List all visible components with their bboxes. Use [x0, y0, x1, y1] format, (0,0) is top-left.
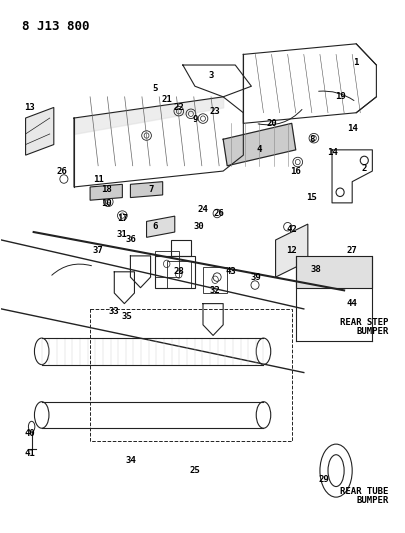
Text: 10: 10	[100, 199, 111, 208]
Text: 12: 12	[286, 246, 296, 255]
Bar	[171, 240, 190, 256]
Text: 14: 14	[326, 148, 337, 157]
Text: 7: 7	[147, 185, 153, 194]
Text: 27: 27	[346, 246, 357, 255]
Text: 16: 16	[290, 166, 301, 175]
Polygon shape	[275, 224, 307, 277]
Text: 21: 21	[161, 95, 172, 104]
Text: 6: 6	[151, 222, 157, 231]
Polygon shape	[146, 216, 174, 237]
Text: 30: 30	[193, 222, 204, 231]
Text: 28: 28	[173, 268, 184, 276]
Text: 18: 18	[100, 185, 111, 194]
Text: 39: 39	[249, 272, 260, 281]
Text: REAR STEP: REAR STEP	[339, 318, 388, 327]
Bar	[154, 251, 178, 277]
Polygon shape	[295, 256, 371, 288]
Text: 22: 22	[173, 103, 184, 112]
Bar	[166, 261, 190, 288]
Text: 19: 19	[334, 92, 345, 101]
Text: 23: 23	[209, 107, 220, 116]
Polygon shape	[223, 123, 295, 166]
Text: 26: 26	[56, 166, 67, 175]
Text: 40: 40	[24, 429, 35, 438]
Text: 44: 44	[346, 299, 357, 308]
Text: 31: 31	[117, 230, 128, 239]
Text: 33: 33	[109, 307, 119, 316]
Text: 29: 29	[318, 475, 328, 484]
Text: 4: 4	[256, 146, 262, 155]
Text: 37: 37	[93, 246, 103, 255]
Text: 34: 34	[125, 456, 135, 465]
Text: 5: 5	[151, 84, 157, 93]
Text: 3: 3	[208, 71, 213, 80]
Text: REAR TUBE: REAR TUBE	[339, 487, 388, 496]
Text: 9: 9	[192, 115, 197, 124]
Text: 38: 38	[310, 265, 320, 273]
Text: 26: 26	[213, 209, 224, 218]
Text: 36: 36	[125, 236, 135, 245]
Text: 35: 35	[121, 312, 132, 321]
Text: BUMPER: BUMPER	[355, 327, 388, 336]
Text: 14: 14	[346, 124, 357, 133]
Bar	[202, 266, 227, 293]
Text: 17: 17	[117, 214, 128, 223]
Bar	[154, 256, 194, 288]
Text: 24: 24	[197, 205, 208, 214]
Polygon shape	[90, 184, 122, 200]
Text: 8: 8	[309, 135, 314, 144]
Text: 15: 15	[306, 193, 316, 202]
Polygon shape	[26, 108, 54, 155]
Text: BUMPER: BUMPER	[355, 496, 388, 505]
Text: 43: 43	[225, 268, 236, 276]
Text: 20: 20	[266, 119, 276, 128]
Text: 25: 25	[189, 466, 200, 475]
Text: 11: 11	[93, 174, 103, 183]
Text: 8 J13 800: 8 J13 800	[21, 20, 89, 33]
Polygon shape	[130, 182, 162, 198]
Text: 1: 1	[353, 58, 358, 67]
Text: 32: 32	[209, 286, 220, 295]
Text: 13: 13	[24, 103, 35, 112]
Text: 2: 2	[361, 164, 366, 173]
Text: 41: 41	[24, 449, 35, 458]
Text: 42: 42	[286, 225, 296, 234]
